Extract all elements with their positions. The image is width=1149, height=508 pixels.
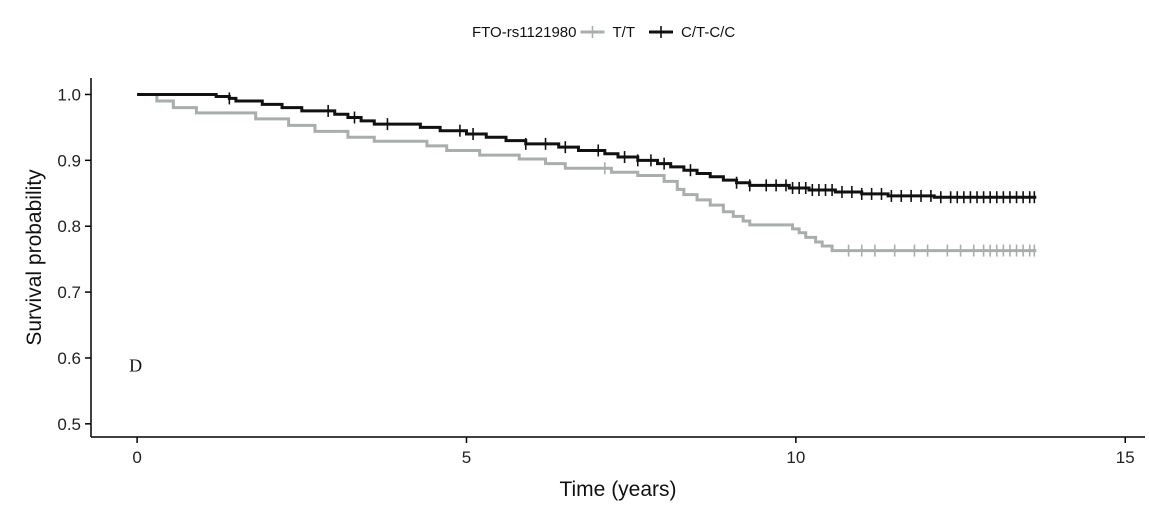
y-tick-label: 1.0: [57, 85, 81, 104]
legend-title: FTO-rs1121980: [472, 24, 577, 41]
x-tick-label: 0: [132, 448, 141, 467]
panel-tag-label: D: [129, 356, 142, 376]
plot-area: 0.5 0.6 0.7 0.8 0.9 1.0 0 5 10 15 D: [57, 78, 1145, 467]
series-layer: [137, 92, 1037, 257]
y-tick-label: 0.9: [57, 151, 81, 170]
y-axis-title: Survival probability: [23, 169, 46, 346]
y-axis-ticks: 0.5 0.6 0.7 0.8 0.9 1.0: [57, 85, 91, 434]
x-tick-label: 10: [786, 448, 805, 467]
survival-curve-t-t: [137, 92, 1037, 253]
y-tick-label: 0.7: [57, 283, 81, 302]
x-axis-title: Time (years): [559, 478, 676, 501]
survival-curve-c-t-c-c: [137, 92, 1037, 199]
legend: FTO-rs1121980 T/T C/T-C/C: [472, 24, 735, 41]
legend-label-t-t: T/T: [613, 24, 636, 41]
y-tick-label: 0.5: [57, 415, 81, 434]
x-axis-ticks: 0 5 10 15: [132, 437, 1135, 467]
x-tick-label: 5: [462, 448, 471, 467]
legend-label-c-t-c-c: C/T-C/C: [681, 24, 735, 41]
y-tick-label: 0.6: [57, 349, 81, 368]
legend-entries: T/T C/T-C/C: [580, 24, 735, 41]
x-tick-label: 15: [1116, 448, 1135, 467]
y-tick-label: 0.8: [57, 217, 81, 236]
